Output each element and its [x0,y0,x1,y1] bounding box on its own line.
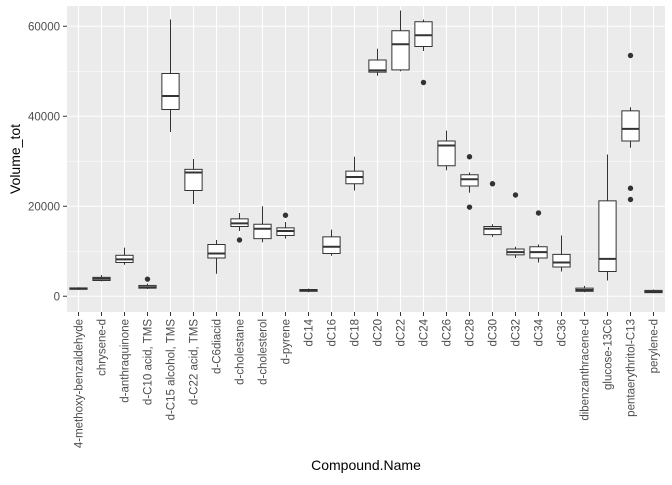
x-tick-label: dibenzanthracene-d [580,319,592,421]
box-9 [276,212,295,239]
x-tick-label: dC30 [488,319,500,347]
x-tick-label: dC36 [557,319,569,347]
outlier-point [466,154,473,160]
x-tick-label: dC32 [511,319,523,347]
x-tick-label: d-cholestane [235,319,247,385]
y-tick-label: 40000 [28,111,60,123]
box-21 [552,235,571,272]
x-tick-label: d-pyrene [281,319,293,364]
outlier-point [535,210,542,216]
box-5 [184,159,203,204]
box-25 [644,289,663,294]
outlier-point [420,79,427,86]
box-17 [460,154,479,210]
x-tick-label: d-C10 acid, TMS [143,319,155,405]
box-3 [138,276,157,290]
y-tick-label: 0 [54,291,60,303]
y-tick-label: 20000 [28,201,60,213]
box-12 [345,156,364,191]
x-tick-label: d-C6diacid [212,319,224,374]
box-body [483,226,502,236]
x-tick-label: dC24 [419,318,431,346]
x-tick-label: d-C22 acid, TMS [189,319,201,405]
box-body [598,200,617,273]
box-8 [253,206,272,243]
x-tick-label: dC14 [304,318,316,346]
box-series [69,10,663,294]
x-tick-label: d-C15 alcohol, TMS [166,319,178,421]
x-tick-label: dC26 [442,319,454,347]
box-body [161,73,180,110]
box-19 [506,192,525,258]
x-tick-label: perylene-d [649,319,661,373]
box-body [368,59,387,73]
box-20 [529,210,548,263]
box-body [414,21,433,47]
box-16 [437,130,456,171]
x-tick-label: pentaerythritol-C13 [626,319,638,417]
x-axis-title: Compound.Name [311,457,421,473]
outlier-point [466,204,473,210]
x-tick-label: d-cholesterol [258,319,270,385]
outlier-point [282,212,289,218]
x-tick-label: dC16 [327,319,339,347]
box-body [207,244,226,259]
box-4 [161,19,180,132]
x-tick-label: chrysene-d [97,319,109,376]
box-6 [207,240,226,274]
outlier-point [627,52,634,59]
box-1 [92,275,111,282]
plot-panel [67,6,665,312]
y-axis: 0 20000 40000 60000 [28,21,67,303]
x-tick-label: dC18 [350,319,362,347]
box-13 [368,48,387,76]
outlier-point [236,237,243,243]
box-18 [483,181,502,237]
box-body [552,253,571,268]
box-0 [69,287,88,290]
x-tick-label: dC28 [465,319,477,347]
box-7 [230,213,249,243]
box-14 [391,10,410,72]
outlier-point [144,276,151,282]
box-body [253,223,272,240]
outlier-point [489,181,496,187]
x-tick-label: dC20 [373,319,385,347]
box-11 [322,229,341,256]
box-15 [414,19,433,86]
box-body [437,140,456,167]
box-10 [299,288,318,293]
box-body [460,174,479,187]
box-2 [115,247,134,265]
box-24 [621,52,640,203]
x-tick-label: dC34 [534,318,546,346]
box-body [391,30,410,71]
y-tick-label: 60000 [28,21,60,33]
x-tick-label: glucose-13C6 [603,319,615,390]
x-tick-label: d-anthraquinone [120,319,132,403]
outlier-point [627,185,634,191]
box-body [322,236,341,255]
x-tick-label: dC22 [396,319,408,347]
minor-gridlines [67,70,665,252]
outlier-point [512,192,519,198]
outlier-point [627,196,634,203]
x-tick-label: 4-methoxy-benzaldehyde [74,319,86,448]
box-23 [598,154,617,281]
box-body [621,110,640,142]
x-axis: 4-methoxy-benzaldehyde chrysene-d d-anthra… [74,312,661,448]
y-axis-title: Volume_tot [7,124,23,194]
box-body [184,168,203,192]
box-22 [575,285,594,293]
